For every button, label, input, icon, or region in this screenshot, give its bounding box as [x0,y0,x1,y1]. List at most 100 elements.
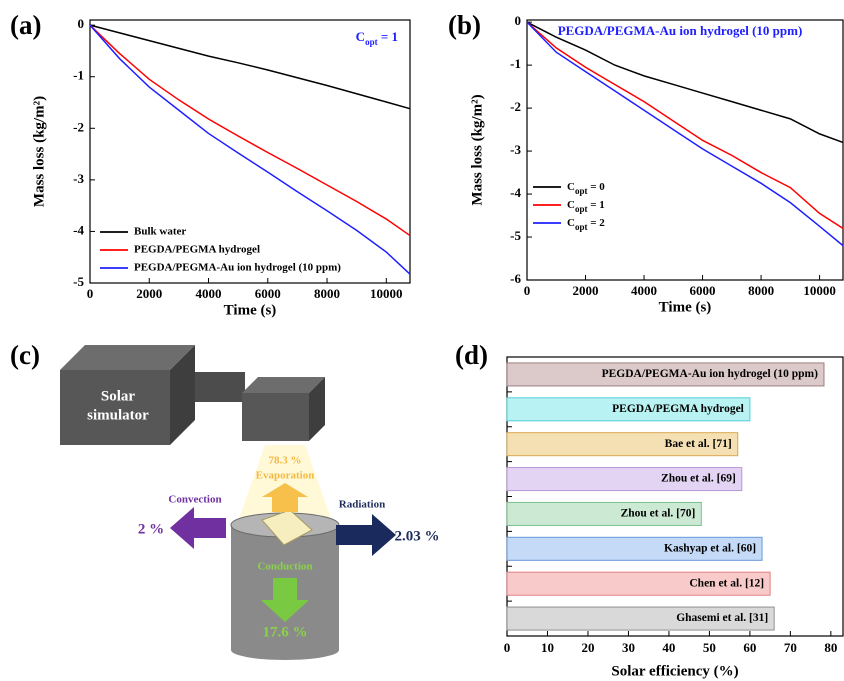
bar [506,606,775,631]
y-tick-label: 0 [78,16,85,31]
text-part: = 1 [378,29,398,44]
simulator-front [60,370,170,445]
y-axis-label: Mass loss (kg/m²) [469,94,485,205]
data-line [89,24,411,237]
x-tick-label: 6000 [255,286,281,301]
evaporation-value: 78.3 % [269,455,302,467]
x-tick-label: 6000 [690,283,716,298]
x-tick-label: 4000 [196,286,222,301]
x-tick-label: 10 [541,640,554,655]
annotation: PEGDA/PEGMA-Au ion hydrogel (10 ppm) [558,23,803,38]
legend-label: Copt = 2 [567,217,605,233]
text-part: C [567,181,575,193]
text-part: C [567,199,575,211]
y-tick-label: -2 [73,119,84,134]
subscript: opt [575,222,588,232]
x-tick-label: 8000 [748,283,774,298]
bar-label: Bae et al. [71] [665,438,732,450]
diagram: (c) Solar simulator 78.3 % Evaporation C… [10,340,440,660]
conduction-label: Conduction [257,561,312,573]
bar-label: Kashyap et al. [60] [664,542,756,554]
pipe [195,372,245,402]
panel-label: (b) [448,10,481,40]
radiation-arrow [336,514,396,556]
lamp-side [309,377,325,441]
x-tick-label: 2000 [136,286,162,301]
plot-frame [526,19,844,281]
x-tick-label: 80 [824,640,837,655]
text-part: = 2 [587,217,605,229]
lamp-front [242,393,309,441]
y-tick-label: 0 [515,13,522,28]
x-tick-label: 50 [703,640,716,655]
convection-arrow [170,507,226,549]
x-tick-label: 10000 [370,286,403,301]
x-tick-label: 0 [87,286,94,301]
data-line [89,24,411,275]
x-tick-label: 70 [784,640,797,655]
y-axis-label: Mass loss (kg/m²) [31,96,47,207]
panel-label: (c) [10,340,40,370]
bar [506,432,739,457]
text-part: C [567,217,575,229]
subscript: opt [365,37,378,47]
text-part: = 0 [587,181,605,193]
y-tick-label: -6 [510,271,521,286]
y-tick-label: -5 [510,228,521,243]
legend-label: Copt = 1 [567,199,605,215]
bar-label: Ghasemi et al. [31] [676,612,768,624]
x-tick-label: 0 [504,640,511,655]
bar-label: Chen et al. [12] [689,577,764,589]
bar [506,571,771,596]
bar [506,397,751,422]
y-tick-label: -2 [510,99,521,114]
y-tick-label: -1 [73,68,84,83]
evaporation-arrow [262,483,308,512]
subscript: opt [575,204,588,214]
text-part: C [356,29,365,44]
legend-label: PEGDA/PEGMA-Au ion hydrogel (10 ppm) [134,262,341,274]
radiation-value: 2.03 % [395,528,440,544]
sample [261,509,313,546]
data-line [526,21,844,247]
convection-label: Convection [168,494,221,506]
legend-label: PEGDA/PEGMA hydrogel [134,244,260,256]
bar-label: PEGDA/PEGMA-Au ion hydrogel (10 ppm) [602,368,819,380]
simulator-label: simulator [87,407,149,423]
radiation-label: Radiation [339,499,385,511]
y-tick-label: -5 [73,274,84,289]
x-tick-label: 20 [581,640,594,655]
x-tick-label: 4000 [631,283,657,298]
conduction-value: 17.6 % [263,624,308,640]
x-tick-label: 30 [622,640,635,655]
plot-frame [89,19,411,284]
x-tick-label: 10000 [803,283,836,298]
x-tick-label: 2000 [573,283,599,298]
y-tick-label: -3 [510,142,521,157]
x-tick-label: 40 [662,640,675,655]
x-axis-label: Solar efficiency (%) [611,663,738,679]
cylinder-bottom [231,640,339,660]
x-tick-label: 8000 [314,286,340,301]
legend-label: Bulk water [134,226,186,238]
lamp-top [242,377,325,393]
y-tick-label: -3 [73,171,84,186]
y-tick-label: -1 [510,56,521,71]
bar [506,501,702,526]
convection-value: 2 % [138,521,164,537]
conduction-arrow [261,578,309,622]
y-tick-label: -4 [510,185,521,200]
data-line [526,21,844,144]
bar-label: Zhou et al. [70] [621,508,696,520]
x-tick-label: 60 [743,640,756,655]
evaporation-label: Evaporation [256,470,315,482]
data-line [89,24,411,110]
bar [506,536,763,561]
x-axis-label: Time (s) [659,299,712,315]
annotation: Copt = 1 [356,29,398,47]
bar-label: Zhou et al. [69] [661,473,736,485]
subscript: opt [575,186,588,196]
data-line [526,21,844,230]
x-axis-label: Time (s) [224,302,277,318]
